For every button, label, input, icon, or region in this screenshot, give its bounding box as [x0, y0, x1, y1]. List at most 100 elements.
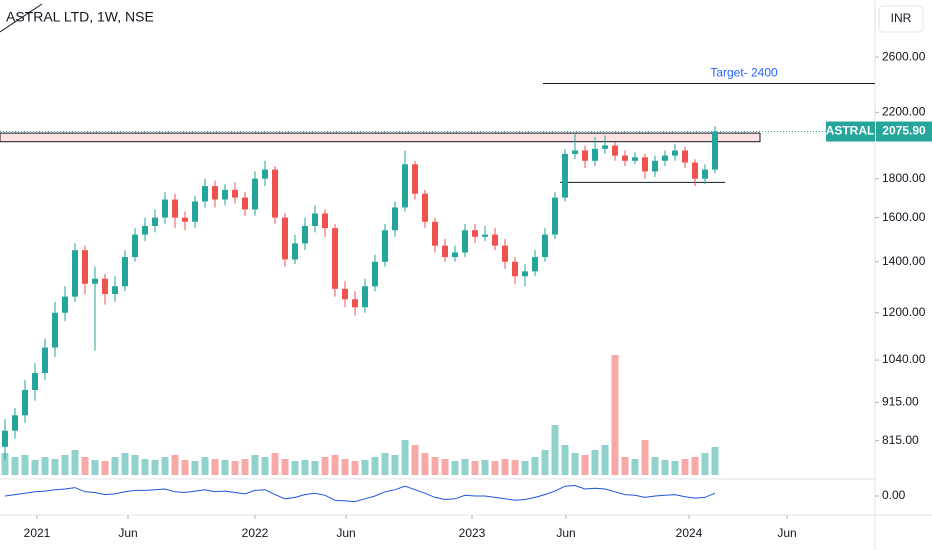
candle-body — [462, 230, 468, 253]
volume-bar — [711, 447, 719, 475]
volume-bar — [311, 461, 319, 475]
volume-bar — [391, 455, 399, 475]
candle-body — [442, 245, 448, 258]
candle-body — [662, 155, 668, 161]
candle-body — [402, 164, 408, 208]
candle-body — [62, 296, 68, 313]
x-tick-label: 2022 — [242, 526, 269, 540]
volume-bar — [141, 459, 149, 475]
volume-bar — [591, 450, 599, 475]
candle-body — [612, 145, 618, 156]
volume-bar — [621, 457, 629, 475]
volume-bar — [301, 460, 309, 475]
candle-body — [252, 178, 258, 210]
candle-body — [502, 245, 508, 262]
candle-body — [92, 278, 98, 284]
volume-bar — [261, 457, 269, 475]
volume-bar — [381, 453, 389, 475]
volume-bar — [231, 461, 239, 475]
volume-bar — [221, 460, 229, 475]
candle-body — [242, 197, 248, 210]
candle-body — [362, 286, 368, 308]
candle-body — [282, 217, 288, 260]
volume-bar — [371, 457, 379, 475]
candle-body — [352, 299, 358, 308]
candle-body — [312, 213, 318, 226]
y-tick-label: 1200.00 — [882, 305, 926, 319]
candle-body — [152, 217, 158, 226]
volume-bar — [291, 461, 299, 475]
candle-body — [472, 230, 478, 237]
volume-bar — [101, 461, 109, 475]
volume-bar — [411, 445, 419, 475]
volume-bar — [461, 459, 469, 475]
volume-bar — [521, 461, 529, 475]
candle-body — [202, 186, 208, 202]
price-tag — [876, 121, 932, 142]
currency-box[interactable] — [878, 5, 924, 33]
volume-bar — [421, 453, 429, 475]
candle-body — [212, 186, 218, 200]
candle-body — [102, 278, 108, 295]
osc-tick-label: 0.00 — [882, 488, 906, 502]
x-tick-label: 2023 — [459, 526, 486, 540]
candle-body — [452, 252, 458, 258]
candle-body — [592, 148, 598, 161]
resistance-zone — [0, 132, 761, 143]
volume-bar — [491, 461, 499, 475]
volume-bar — [541, 450, 549, 475]
candle-body — [2, 430, 8, 447]
candle-body — [332, 228, 338, 289]
y-tick-label: 915.00 — [882, 395, 919, 409]
candle-body — [32, 373, 38, 390]
candle-body — [172, 199, 178, 218]
candle-body — [672, 150, 678, 156]
candle-body — [632, 157, 638, 161]
y-tick-label: 815.00 — [882, 433, 919, 447]
candle-body — [142, 225, 148, 235]
candle-body — [292, 243, 298, 260]
x-tick-label: Jun — [777, 526, 796, 540]
candle-body — [182, 217, 188, 222]
x-tick-label: Jun — [556, 526, 575, 540]
volume-bar — [581, 455, 589, 475]
candle-body — [222, 189, 228, 200]
candle-body — [192, 201, 198, 222]
volume-bar — [641, 440, 649, 475]
volume-bar — [61, 455, 69, 475]
volume-bar — [361, 460, 369, 475]
volume-bar — [451, 461, 459, 475]
candle-body — [562, 153, 568, 198]
volume-bar — [31, 460, 39, 475]
candle-body — [602, 145, 608, 149]
candle-body — [262, 169, 268, 179]
volume-bar — [91, 460, 99, 475]
volume-bar — [481, 460, 489, 475]
candle-body — [52, 312, 58, 348]
candle-body — [702, 169, 708, 179]
volume-bar — [611, 355, 619, 475]
volume-bar — [191, 461, 199, 475]
volume-bar — [401, 440, 409, 475]
candle-body — [492, 234, 498, 246]
trendline — [0, 3, 43, 33]
candle-body — [132, 234, 138, 258]
y-tick-label: 1800.00 — [882, 171, 926, 185]
volume-bar — [561, 445, 569, 475]
volume-bar — [1, 453, 9, 475]
volume-bar — [211, 459, 219, 475]
candle-body — [112, 286, 118, 295]
oscillator-line — [4, 484, 716, 503]
candle-body — [382, 230, 388, 262]
volume-bar — [131, 455, 139, 475]
chart-title: ASTRAL LTD, 1W, NSE — [6, 9, 154, 25]
volume-bar — [631, 459, 639, 475]
x-tick-label: 2024 — [676, 526, 703, 540]
y-tick-label: 1040.00 — [882, 352, 926, 366]
volume-bar — [241, 459, 249, 475]
candle-body — [712, 131, 718, 170]
volume-bar — [161, 457, 169, 475]
price-label: 2075.90 — [882, 124, 926, 138]
candle-body — [22, 389, 28, 416]
candle-body — [162, 199, 168, 218]
